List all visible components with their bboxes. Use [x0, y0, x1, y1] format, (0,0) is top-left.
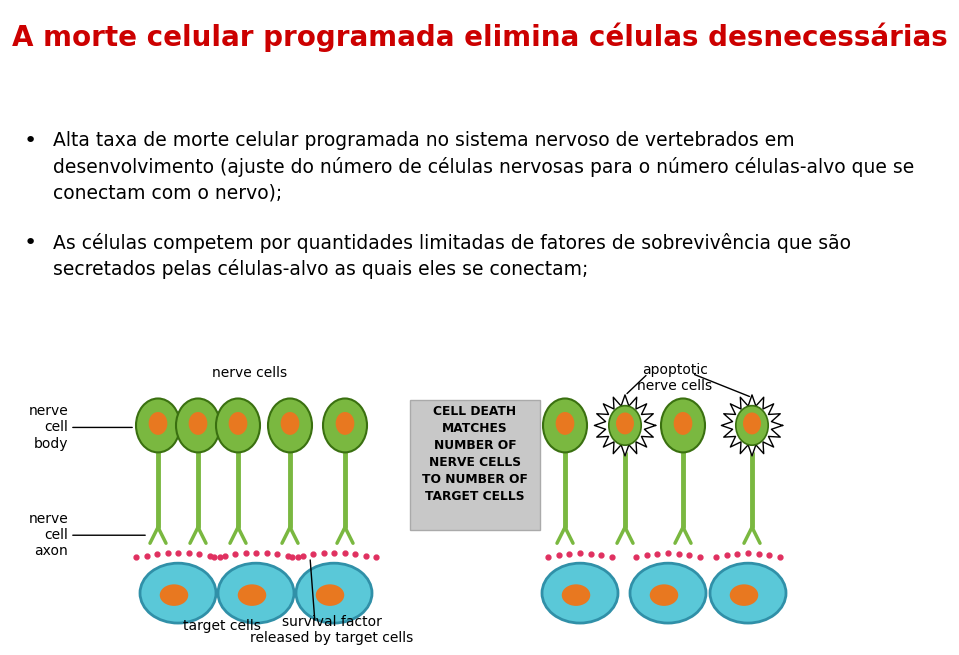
- Ellipse shape: [562, 584, 590, 606]
- Text: target cells: target cells: [183, 619, 261, 633]
- Ellipse shape: [630, 563, 706, 623]
- Text: •: •: [24, 131, 37, 151]
- Polygon shape: [721, 395, 783, 456]
- Ellipse shape: [189, 412, 207, 435]
- Ellipse shape: [136, 398, 180, 453]
- Ellipse shape: [336, 412, 354, 435]
- Text: nerve
cell
axon: nerve cell axon: [28, 512, 68, 559]
- Ellipse shape: [542, 563, 618, 623]
- Ellipse shape: [238, 584, 267, 606]
- Text: CELL DEATH
MATCHES
NUMBER OF
NERVE CELLS
TO NUMBER OF
TARGET CELLS: CELL DEATH MATCHES NUMBER OF NERVE CELLS…: [422, 405, 528, 504]
- Ellipse shape: [736, 405, 768, 445]
- Ellipse shape: [730, 584, 759, 606]
- Ellipse shape: [218, 563, 294, 623]
- Ellipse shape: [650, 584, 678, 606]
- Text: •: •: [24, 233, 37, 253]
- Ellipse shape: [216, 398, 260, 453]
- Text: nerve
cell
body: nerve cell body: [28, 404, 68, 451]
- Ellipse shape: [281, 412, 299, 435]
- Text: As células competem por quantidades limitadas de fatores de sobrevivência que sã: As células competem por quantidades limi…: [53, 233, 851, 253]
- FancyBboxPatch shape: [410, 400, 540, 531]
- Text: A morte celular programada elimina células desnecessárias: A morte celular programada elimina célul…: [12, 23, 947, 52]
- Text: Alta taxa de morte celular programada no sistema nervoso de vertebrados em: Alta taxa de morte celular programada no…: [53, 131, 794, 150]
- Text: nerve cells: nerve cells: [213, 365, 288, 379]
- Text: conectam com o nervo);: conectam com o nervo);: [53, 183, 282, 202]
- Ellipse shape: [616, 413, 634, 434]
- Ellipse shape: [661, 398, 705, 453]
- Ellipse shape: [316, 584, 344, 606]
- Ellipse shape: [609, 405, 642, 445]
- Ellipse shape: [268, 398, 312, 453]
- Ellipse shape: [176, 398, 220, 453]
- Ellipse shape: [149, 412, 168, 435]
- Ellipse shape: [296, 563, 372, 623]
- Ellipse shape: [543, 398, 587, 453]
- Text: survival factor
released by target cells: survival factor released by target cells: [250, 615, 413, 645]
- Ellipse shape: [140, 563, 216, 623]
- Text: desenvolvimento (ajuste do número de células nervosas para o número células-alvo: desenvolvimento (ajuste do número de cél…: [53, 157, 914, 178]
- Ellipse shape: [555, 412, 574, 435]
- Ellipse shape: [228, 412, 247, 435]
- Ellipse shape: [673, 412, 692, 435]
- Ellipse shape: [710, 563, 786, 623]
- Text: apoptotic
nerve cells: apoptotic nerve cells: [638, 363, 713, 393]
- Text: secretados pelas células-alvo as quais eles se conectam;: secretados pelas células-alvo as quais e…: [53, 259, 588, 279]
- Ellipse shape: [323, 398, 367, 453]
- Ellipse shape: [743, 413, 761, 434]
- Ellipse shape: [160, 584, 188, 606]
- Polygon shape: [595, 395, 656, 456]
